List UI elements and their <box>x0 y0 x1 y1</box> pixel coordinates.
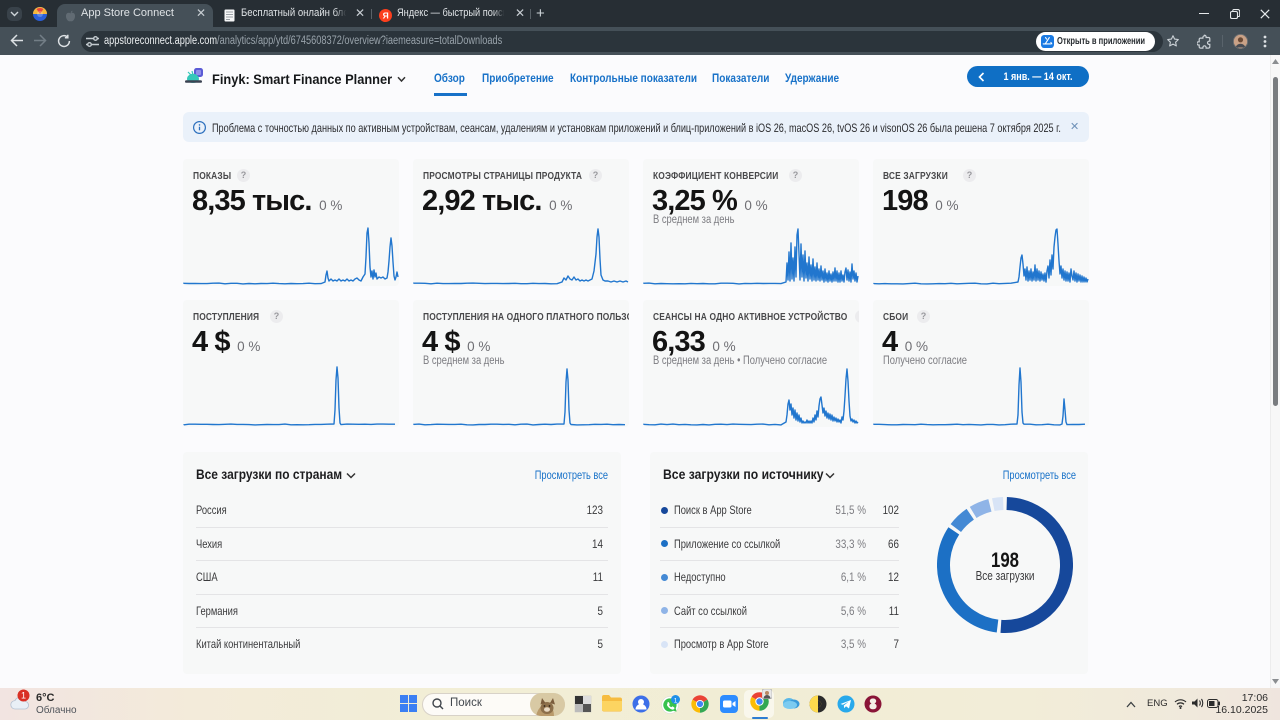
svg-text:1: 1 <box>21 691 26 701</box>
svg-text:Я: Я <box>383 11 389 21</box>
svg-text:1: 1 <box>674 698 678 705</box>
